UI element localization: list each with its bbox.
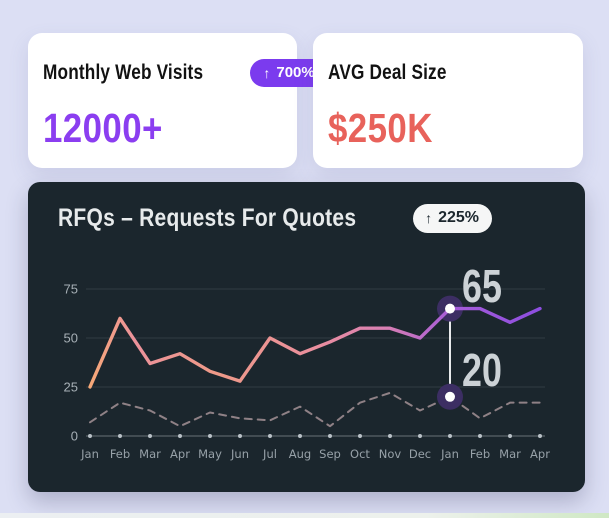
svg-text:May: May (198, 447, 222, 461)
stat-card-value: 12000+ (43, 105, 163, 151)
chart-header: RFQs – Requests For Quotes ↑ 225% (58, 204, 565, 233)
svg-text:Jul: Jul (262, 447, 277, 461)
up-arrow-icon: ↑ (263, 64, 271, 81)
svg-text:Sep: Sep (319, 447, 341, 461)
svg-text:Jan: Jan (80, 447, 99, 461)
svg-text:Jun: Jun (230, 447, 249, 461)
svg-text:20: 20 (462, 345, 502, 396)
svg-text:0: 0 (71, 429, 78, 444)
svg-text:65: 65 (462, 261, 502, 312)
svg-text:Feb: Feb (110, 447, 130, 461)
growth-badge-label: 700% (276, 64, 315, 81)
svg-text:Aug: Aug (289, 447, 311, 461)
svg-text:25: 25 (64, 380, 78, 395)
stat-card-avg-deal-size: AVG Deal Size $250K (313, 33, 583, 168)
svg-text:50: 50 (64, 331, 78, 346)
svg-text:Apr: Apr (170, 447, 190, 461)
rfq-chart-card: RFQs – Requests For Quotes ↑ 225% 0 25 50 7… (28, 182, 585, 492)
svg-text:Jan: Jan (440, 447, 459, 461)
svg-text:Mar: Mar (139, 447, 161, 461)
svg-text:Oct: Oct (350, 447, 370, 461)
bottom-edge-strip (0, 513, 609, 518)
svg-text:Feb: Feb (470, 447, 490, 461)
svg-text:Nov: Nov (379, 447, 402, 461)
stat-card-header: AVG Deal Size (328, 55, 567, 91)
stat-card-value: $250K (328, 105, 433, 151)
stat-card-title: AVG Deal Size (328, 61, 447, 84)
up-arrow-icon: ↑ (425, 210, 433, 226)
growth-badge: ↑ 225% (413, 204, 493, 233)
growth-badge-label: 225% (438, 209, 480, 226)
svg-text:Mar: Mar (499, 447, 521, 461)
chart-title: RFQs – Requests For Quotes (58, 204, 357, 232)
svg-text:75: 75 (64, 282, 78, 297)
svg-text:Apr: Apr (530, 447, 550, 461)
line-chart-canvas: 0 25 50 75 Jan Feb Mar Apr May Jun Jul Aug Sep Oct Nov… (64, 261, 551, 461)
stat-card-title: Monthly Web Visits (43, 61, 204, 84)
stat-card-monthly-web-visits: Monthly Web Visits ↑ 700% 12000+ (28, 33, 329, 168)
stat-card-header: Monthly Web Visits ↑ 700% (43, 55, 329, 91)
svg-text:Dec: Dec (409, 447, 431, 461)
